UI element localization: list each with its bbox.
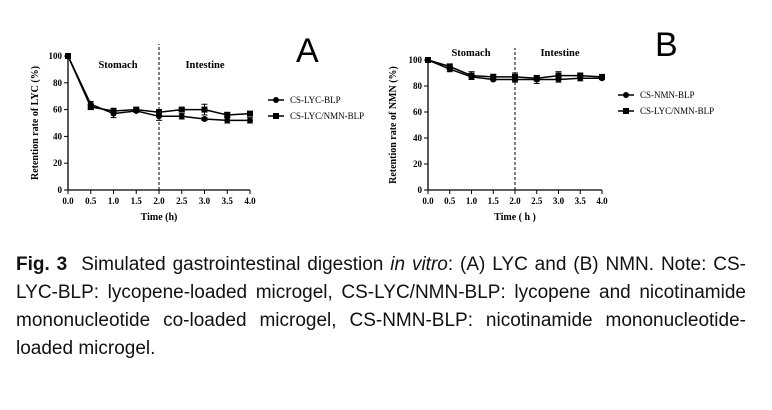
- x-tick-label: 2.5: [531, 196, 543, 206]
- legend-entry: CS-LYC/NMN-BLP: [618, 106, 714, 116]
- y-tick-label: 20: [413, 159, 423, 169]
- chart-panel-b: B 0 20 40 60 80 100 0.0 0.5 1.0 1.5 2.0 2.5 3.0 3.5 4.0…: [388, 26, 714, 223]
- data-point: [224, 117, 231, 124]
- legend-label: CS-LYC-BLP: [290, 95, 341, 105]
- series-cs-lyc-nmn-blp: [65, 53, 253, 119]
- legend-label: CS-NMN-BLP: [640, 90, 695, 100]
- data-point: [490, 73, 497, 80]
- x-tick-label: 1.0: [108, 196, 120, 206]
- legend-label: CS-LYC/NMN-BLP: [640, 106, 714, 116]
- x-axis-title: Time (h): [141, 212, 178, 223]
- y-tick-label: 80: [413, 81, 423, 91]
- y-tick-label: 0: [418, 185, 423, 195]
- legend-entry: CS-LYC-BLP: [268, 95, 341, 105]
- data-point: [533, 75, 540, 82]
- x-axis-title: Time ( h ): [494, 212, 536, 223]
- data-point: [65, 53, 71, 59]
- x-tick-label: 2.5: [176, 196, 188, 206]
- legend-marker: [273, 97, 279, 103]
- data-point: [247, 110, 253, 117]
- x-tick-label: 2.0: [509, 196, 521, 206]
- x-tick-label: 0.5: [85, 196, 97, 206]
- y-tick-label: 20: [53, 158, 63, 168]
- panel-letter: B: [655, 26, 678, 64]
- data-point: [224, 111, 231, 118]
- data-point: [577, 72, 584, 79]
- x-tick-label: 0.0: [422, 196, 434, 206]
- y-tick-label: 0: [58, 185, 63, 195]
- data-point: [512, 73, 518, 80]
- region-label-intestine: Intestine: [185, 60, 224, 71]
- region-label-stomach: Stomach: [98, 60, 137, 71]
- x-tick-label: 0.5: [444, 196, 456, 206]
- data-point: [156, 109, 162, 116]
- y-tick-label: 80: [53, 78, 63, 88]
- y-tick-label: 40: [413, 133, 423, 143]
- data-point: [178, 113, 185, 120]
- figure-label: Fig. 3: [16, 254, 68, 275]
- y-axis-title: Retention rate of NMN (%): [388, 66, 399, 184]
- y-tick-label: 40: [53, 131, 63, 141]
- x-tick-label: 3.0: [553, 196, 565, 206]
- x-tick-label: 1.5: [131, 196, 143, 206]
- caption-text-rest: : (A) LYC and (B) NMN. Note: CS-LYC-BLP:…: [16, 254, 746, 359]
- legend-marker: [273, 113, 279, 119]
- panel-letter: A: [296, 32, 319, 70]
- x-tick-label: 0.0: [62, 196, 74, 206]
- x-tick-label: 3.5: [575, 196, 587, 206]
- y-tick-label: 100: [409, 55, 423, 65]
- data-point: [201, 106, 208, 113]
- x-tick-label: 1.5: [488, 196, 500, 206]
- region-label-intestine: Intestine: [540, 48, 579, 59]
- y-tick-label: 100: [49, 51, 63, 61]
- series-cs-lyc-nmn-blp: [425, 57, 605, 82]
- legend-marker: [623, 108, 629, 114]
- caption-italic-term: in vitro: [390, 254, 448, 275]
- data-point: [555, 72, 562, 79]
- x-tick-label: 3.5: [222, 196, 234, 206]
- data-point: [425, 57, 431, 63]
- legend-marker: [623, 92, 629, 98]
- x-tick-label: 4.0: [244, 196, 256, 206]
- legend-label: CS-LYC/NMN-BLP: [290, 111, 364, 121]
- data-point: [133, 106, 140, 113]
- data-point: [201, 115, 208, 122]
- x-tick-label: 2.0: [153, 196, 165, 206]
- data-point: [446, 63, 453, 70]
- legend-entry: CS-NMN-BLP: [618, 90, 695, 100]
- legend-entry: CS-LYC/NMN-BLP: [268, 111, 364, 121]
- data-point: [247, 117, 253, 124]
- caption-text-start: Simulated gastrointestinal digestion: [81, 254, 391, 275]
- data-point: [178, 106, 185, 113]
- figure-caption: Fig. 3 Simulated gastrointestinal digesti…: [16, 251, 746, 363]
- data-point: [468, 72, 475, 79]
- y-tick-label: 60: [413, 107, 423, 117]
- x-tick-label: 1.0: [466, 196, 478, 206]
- figure-canvas: A 0 20 40 60 80 100 0.0 0.5 1.0 1.5 2.0 2.5 3.0 3.5 4.0…: [30, 26, 714, 223]
- chart-panel-a: A 0 20 40 60 80 100 0.0 0.5 1.0 1.5 2.0 2.5 3.0 3.5 4.0…: [30, 32, 364, 223]
- data-point: [110, 107, 117, 114]
- x-tick-label: 3.0: [199, 196, 211, 206]
- y-tick-label: 60: [53, 105, 63, 115]
- y-axis-title: Retention rate of LYC (%): [30, 66, 41, 180]
- data-point: [599, 73, 605, 80]
- x-tick-label: 4.0: [596, 196, 608, 206]
- region-label-stomach: Stomach: [451, 48, 490, 59]
- data-point: [87, 103, 94, 110]
